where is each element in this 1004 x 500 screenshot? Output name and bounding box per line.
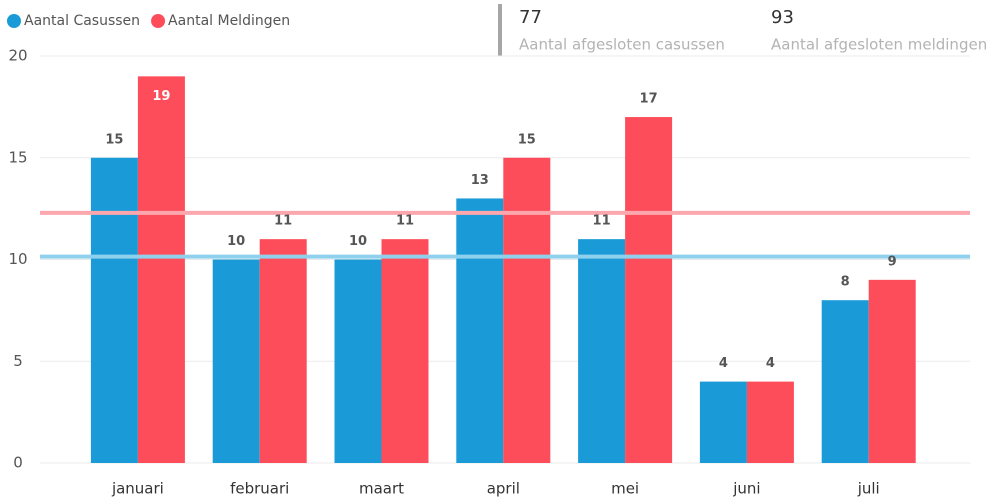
card-value: 93 [771,7,794,28]
card-divider [498,4,502,56]
card-value: 77 [519,7,542,28]
bar [625,117,673,464]
legend-marker [7,14,21,28]
data-label: 17 [640,92,658,107]
bar [821,300,869,463]
data-label: 11 [396,214,414,229]
bar [746,381,794,463]
bar [334,259,382,463]
bar [699,381,747,463]
data-label: 11 [593,214,611,229]
y-tick-label: 15 [8,148,27,166]
data-label: 10 [349,234,367,249]
y-tick-label: 5 [13,352,23,370]
y-tick-label: 0 [13,454,23,472]
data-label: 10 [227,234,245,249]
legend-label: Aantal Meldingen [168,13,290,29]
bar [381,239,429,463]
card-label: Aantal afgesloten casussen [519,36,725,54]
data-label: 4 [719,356,728,371]
bar [456,198,504,463]
legend-label: Aantal Casussen [24,13,140,29]
x-tick-label: februari [230,480,289,498]
data-label: 4 [766,356,775,371]
bar [868,279,916,463]
bar [259,239,307,463]
data-label: 8 [841,275,850,290]
card-label: Aantal afgesloten meldingen [771,36,987,54]
y-tick-label: 10 [8,250,27,268]
x-tick-label: juli [857,480,880,498]
data-label: 15 [518,132,536,147]
bar [212,259,260,463]
x-tick-label: mei [611,480,639,498]
x-tick-label: juni [732,480,760,498]
data-label: 11 [274,214,292,229]
legend-marker [151,14,166,28]
data-label: 15 [105,132,123,147]
bar [578,239,626,463]
data-label: 13 [471,173,489,188]
data-label: 19 [152,89,170,104]
x-tick-label: maart [359,480,404,498]
y-tick-label: 20 [8,47,27,65]
x-tick-label: januari [111,480,164,498]
bar [137,76,185,463]
x-tick-label: april [487,480,520,498]
bar [503,157,551,463]
data-label: 9 [888,254,897,269]
bar [90,157,138,463]
